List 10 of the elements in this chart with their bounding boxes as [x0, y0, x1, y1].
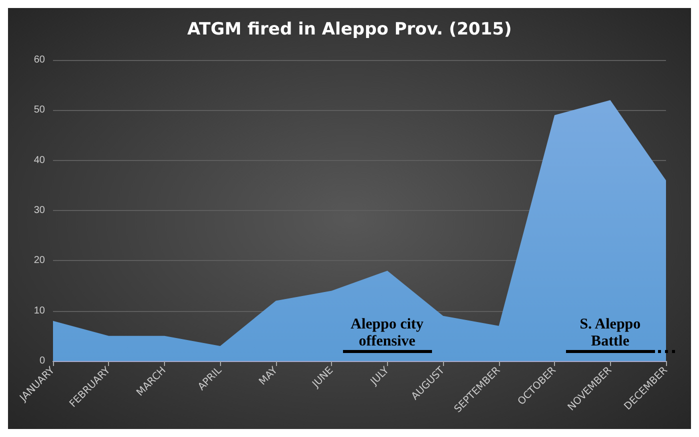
y-tick-label: 30 — [34, 205, 46, 216]
y-tick-label: 10 — [34, 305, 46, 316]
y-tick-label: 50 — [34, 104, 46, 116]
y-tick-label: 40 — [34, 154, 46, 166]
y-tick-label: 0 — [39, 356, 46, 366]
annotation: Aleppo city offensive — [350, 316, 424, 350]
annotation: S. Aleppo Battle — [580, 316, 641, 350]
y-tick-label: 20 — [34, 255, 46, 266]
y-tick-label: 60 — [34, 54, 46, 66]
chart-title: ATGM fired in Aleppo Prov. (2015) — [187, 20, 512, 40]
